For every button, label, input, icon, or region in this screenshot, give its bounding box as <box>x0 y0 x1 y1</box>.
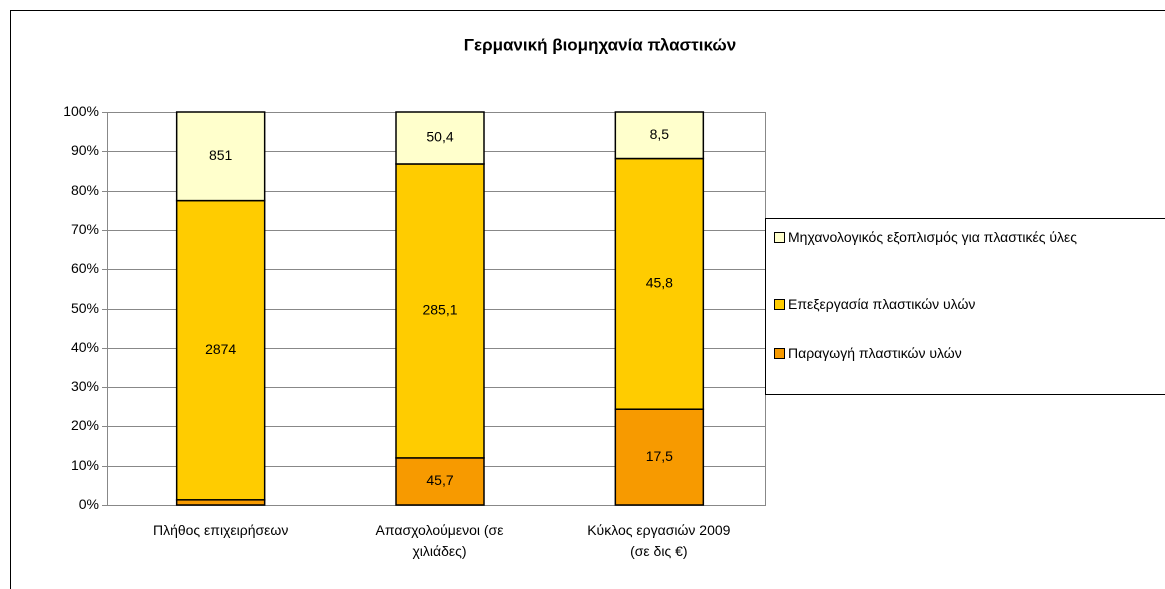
y-tick-label: 40% <box>71 339 99 355</box>
y-tick-label: 100% <box>63 103 99 119</box>
bar-segment <box>614 111 705 160</box>
data-label: 851 <box>209 147 233 163</box>
data-label: 17,5 <box>646 448 673 464</box>
bar-segment <box>614 157 705 410</box>
data-label: 8,5 <box>650 126 670 142</box>
bar-segment <box>614 408 705 506</box>
x-tick-label: Πλήθος επιχειρήσεων <box>152 522 289 538</box>
bar-segment <box>175 499 266 506</box>
legend-swatch <box>774 299 785 310</box>
y-tick-label: 0% <box>79 496 99 512</box>
y-tick-label: 20% <box>71 417 99 433</box>
y-tick-label: 80% <box>71 182 99 198</box>
data-label: 285,1 <box>422 302 457 318</box>
data-label: 45,8 <box>646 275 673 291</box>
legend-item: Επεξεργασία πλαστικών υλών <box>774 294 1165 314</box>
legend-label: Επεξεργασία πλαστικών υλών <box>788 296 976 312</box>
y-tick-label: 70% <box>71 221 99 237</box>
y-tick-label: 50% <box>71 300 99 316</box>
legend: Μηχανολογικός εξοπλισμός για πλαστικές ύ… <box>765 218 1165 395</box>
bar-segment <box>395 457 485 506</box>
legend-label: Παραγωγή πλαστικών υλών <box>788 345 962 361</box>
x-tick-label: Απασχολούμενοι (σε χιλιάδες) <box>375 522 504 559</box>
y-tick-label: 10% <box>71 457 99 473</box>
legend-swatch <box>774 348 785 359</box>
data-label: 45,7 <box>426 472 453 488</box>
legend-item: Παραγωγή πλαστικών υλών <box>774 343 1165 363</box>
legend-swatch <box>774 232 785 243</box>
legend-label: Μηχανολογικός εξοπλισμός για πλαστικές ύ… <box>788 229 1078 245</box>
y-tick-label: 90% <box>71 142 99 158</box>
legend-item: Μηχανολογικός εξοπλισμός για πλαστικές ύ… <box>774 227 1165 247</box>
y-tick-label: 30% <box>71 378 99 394</box>
data-label: 50,4 <box>426 129 453 145</box>
bar-segment <box>175 199 266 501</box>
data-label: 2874 <box>205 341 236 357</box>
y-tick-label: 60% <box>71 260 99 276</box>
bar-segment <box>175 111 266 202</box>
bar-segment <box>395 111 485 165</box>
x-tick-label: Κύκλος εργασιών 2009 (σε δις €) <box>587 522 731 559</box>
chart-title: Γερμανική βιομηχανία πλαστικών <box>464 35 736 54</box>
bar-segment <box>395 163 485 459</box>
